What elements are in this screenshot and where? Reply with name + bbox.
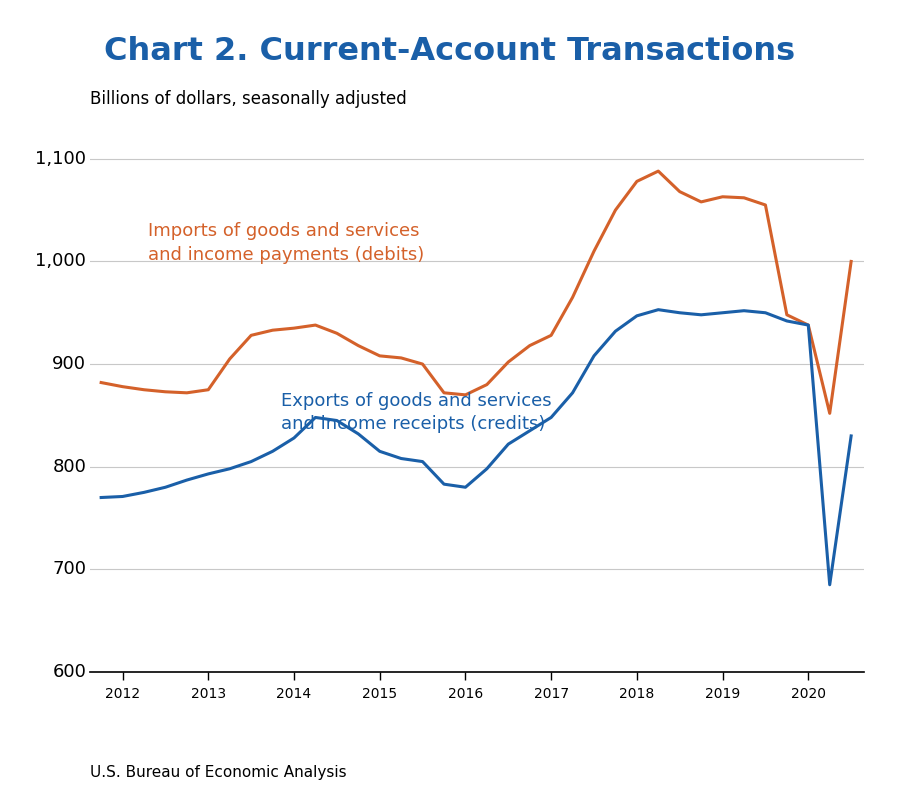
Text: Imports of goods and services
and income payments (debits): Imports of goods and services and income… — [148, 222, 425, 264]
Text: 900: 900 — [52, 355, 86, 373]
Text: Billions of dollars, seasonally adjusted: Billions of dollars, seasonally adjusted — [90, 90, 407, 108]
Text: 700: 700 — [52, 560, 86, 578]
Text: Exports of goods and services
and income receipts (credits): Exports of goods and services and income… — [281, 392, 552, 434]
Text: 600: 600 — [52, 663, 86, 681]
Text: 1,000: 1,000 — [35, 253, 86, 270]
Text: 1,100: 1,100 — [35, 150, 86, 168]
Text: U.S. Bureau of Economic Analysis: U.S. Bureau of Economic Analysis — [90, 765, 346, 780]
Text: Chart 2. Current-Account Transactions: Chart 2. Current-Account Transactions — [104, 36, 796, 67]
Text: 800: 800 — [52, 458, 86, 476]
